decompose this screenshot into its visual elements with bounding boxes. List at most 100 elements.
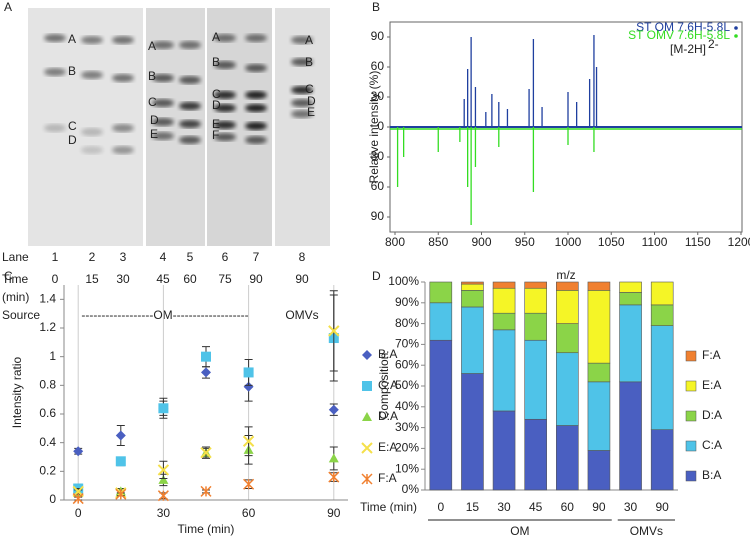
gel-band bbox=[152, 74, 174, 82]
bar-segment bbox=[429, 281, 453, 304]
gel-band bbox=[44, 124, 66, 132]
lane-number: 6 bbox=[222, 250, 229, 264]
data-point bbox=[158, 474, 169, 484]
bar-segment bbox=[587, 381, 611, 451]
bar-segment bbox=[524, 339, 547, 420]
bar-segment bbox=[461, 373, 484, 491]
y-tick-label: 0.2 bbox=[39, 464, 56, 478]
panel-label: C bbox=[4, 269, 13, 283]
bar-segment bbox=[556, 290, 579, 324]
data-point bbox=[362, 381, 372, 391]
source-group: OMVs bbox=[285, 308, 318, 322]
gel-image bbox=[28, 8, 330, 246]
data-point bbox=[115, 456, 126, 467]
y-tick-label: 1.4 bbox=[39, 292, 56, 306]
x-tick-label: 60 bbox=[242, 506, 256, 520]
gel-label: E bbox=[212, 117, 220, 131]
lane-number: 5 bbox=[187, 250, 194, 264]
x-axis-label: Time (min) bbox=[178, 522, 235, 536]
gel-label: A bbox=[212, 30, 220, 44]
gel-label: C bbox=[305, 82, 314, 96]
gel-label: A bbox=[305, 33, 313, 47]
x-tick-label: 30 bbox=[624, 500, 638, 514]
gel-label: B bbox=[212, 55, 220, 69]
gel-band bbox=[81, 71, 103, 79]
legend-label: F:A bbox=[702, 348, 721, 362]
data-point bbox=[243, 381, 254, 392]
gel-band bbox=[214, 91, 236, 99]
bar-segment bbox=[650, 429, 674, 491]
x-tick-label: 950 bbox=[515, 235, 535, 249]
gel-band bbox=[44, 34, 66, 42]
x-tick-label: 90 bbox=[592, 500, 606, 514]
x-tick-label: 0 bbox=[75, 506, 82, 520]
y-tick-label: 20% bbox=[395, 441, 419, 455]
bar-segment bbox=[587, 450, 611, 491]
bar-segment bbox=[619, 304, 642, 383]
gel-band bbox=[44, 68, 66, 76]
bar-segment bbox=[492, 312, 516, 331]
legend-swatch bbox=[685, 470, 697, 482]
y-axis-label: Intensity ratio bbox=[10, 356, 24, 428]
gel-band bbox=[179, 76, 201, 84]
x-tick-label: 800 bbox=[385, 235, 405, 249]
lane-number: 1 bbox=[52, 250, 59, 264]
x-tick-label: 0 bbox=[437, 500, 444, 514]
gel-label: D bbox=[68, 133, 77, 147]
gel-label: D bbox=[212, 98, 221, 112]
data-point bbox=[328, 404, 339, 415]
bar-segment bbox=[650, 281, 674, 306]
gel-band bbox=[245, 122, 267, 130]
y-tick-label: 10% bbox=[395, 461, 419, 475]
x-tick-label: 900 bbox=[471, 235, 491, 249]
legend-marker bbox=[734, 34, 738, 38]
bar-segment bbox=[461, 290, 484, 308]
row-title: Time bbox=[2, 272, 29, 286]
gel-band bbox=[152, 132, 174, 140]
data-point bbox=[328, 325, 340, 337]
bar-segment bbox=[650, 304, 674, 326]
gel-band bbox=[152, 41, 174, 49]
y-tick-label: 30 bbox=[371, 89, 385, 103]
bar-segment bbox=[461, 281, 484, 285]
x-tick-label: 1150 bbox=[685, 235, 711, 249]
gel-label: F bbox=[212, 128, 219, 142]
gel-label: C bbox=[212, 87, 221, 101]
data-point bbox=[157, 464, 170, 476]
panel-label: B bbox=[372, 0, 380, 14]
lane-number: 8 bbox=[299, 250, 306, 264]
y-tick-label: 1 bbox=[49, 349, 56, 363]
gel-band bbox=[112, 74, 134, 82]
panel-label: A bbox=[4, 0, 12, 14]
gel-band bbox=[245, 34, 267, 42]
bar-segment bbox=[587, 290, 611, 364]
lane-time: 0 bbox=[52, 272, 59, 286]
bar-segment bbox=[556, 281, 579, 291]
bar-segment bbox=[492, 410, 516, 491]
bar-segment bbox=[461, 283, 484, 291]
gel-band bbox=[291, 58, 313, 66]
gel-band bbox=[112, 36, 134, 44]
bar-segment bbox=[524, 418, 547, 491]
data-point bbox=[362, 350, 372, 360]
gel-band bbox=[291, 36, 313, 44]
y-tick-label: 0 bbox=[377, 119, 384, 133]
group-label: OM bbox=[510, 524, 529, 538]
bar-segment bbox=[619, 292, 642, 306]
data-point bbox=[201, 367, 211, 378]
source-group: ------------------OM------------------- bbox=[81, 308, 248, 322]
legend-marker bbox=[734, 26, 738, 30]
y-tick-label: 0.4 bbox=[39, 435, 56, 449]
gel-band bbox=[81, 36, 103, 44]
y-tick-label: 0 bbox=[49, 492, 56, 506]
annotation-sup: 2- bbox=[708, 37, 719, 51]
lane-number: 7 bbox=[253, 250, 260, 264]
bar-segment bbox=[492, 281, 516, 289]
gel-label: C bbox=[68, 119, 77, 133]
legend-label: E:A bbox=[702, 378, 721, 392]
gel-band bbox=[245, 136, 267, 144]
lane-number: 3 bbox=[120, 250, 127, 264]
x-axis-label: Time (min) bbox=[360, 500, 417, 514]
legend-label: B:A bbox=[702, 468, 721, 482]
gel-label: A bbox=[148, 39, 156, 53]
